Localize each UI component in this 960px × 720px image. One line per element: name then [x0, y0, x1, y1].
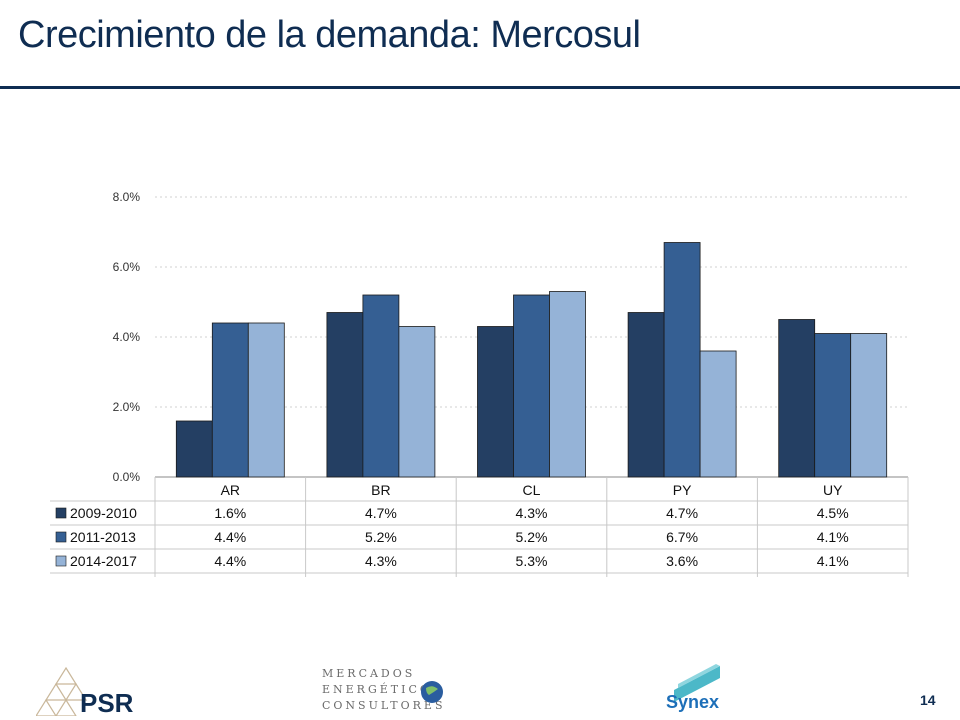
legend-label: 2009-2010 [70, 505, 137, 521]
data-label: 4.7% [365, 505, 397, 521]
bar-BR-2014-2017 [398, 326, 436, 478]
data-label: 6.7% [666, 529, 698, 545]
bar-UY-2011-2013 [814, 333, 852, 478]
data-label: 4.1% [817, 553, 849, 569]
slide-title: Crecimiento de la demanda: Mercosul [18, 14, 641, 56]
bar-AR-2014-2017 [247, 322, 285, 478]
synex-logo-text: Synex [666, 692, 720, 712]
category-label: PY [673, 482, 692, 498]
bar-PY-2009-2010 [627, 312, 665, 478]
data-label: 4.4% [214, 529, 246, 545]
synex-logo-icon [674, 664, 720, 702]
mercados-line-2: ENERGÉTICOS [322, 683, 443, 696]
mercados-line-3: CONSULTORES [322, 699, 446, 712]
data-label: 4.7% [666, 505, 698, 521]
psr-logo-icon [36, 666, 88, 716]
bar-CL-2009-2010 [477, 326, 514, 478]
data-label: 5.3% [516, 553, 548, 569]
legend-label: 2014-2017 [70, 553, 137, 569]
title-divider [0, 86, 960, 89]
legend-swatch [55, 555, 67, 567]
bar-CL-2011-2013 [513, 294, 550, 478]
data-label: 3.6% [666, 553, 698, 569]
globe-icon [421, 681, 443, 703]
bar-AR-2009-2010 [175, 420, 213, 478]
y-tick-label: 6.0% [113, 260, 141, 274]
data-label: 4.3% [516, 505, 548, 521]
y-tick-label: 8.0% [113, 190, 141, 204]
psr-logo-text: PSR [80, 688, 134, 718]
bar-BR-2011-2013 [362, 294, 400, 478]
bar-UY-2009-2010 [778, 319, 816, 478]
bar-chart: 8.0% 6.0% 4.0% 2.0% 0.0% AR BR CL PY UY 2009-2010 1… [50, 190, 909, 577]
bar-UY-2014-2017 [850, 333, 888, 478]
y-tick-label: 4.0% [113, 330, 141, 344]
legend-swatch [55, 531, 67, 543]
legend-swatch [55, 507, 67, 519]
y-tick-label: 2.0% [113, 400, 141, 414]
y-tick-label: 0.0% [113, 470, 141, 484]
data-label: 4.3% [365, 553, 397, 569]
data-label: 4.1% [817, 529, 849, 545]
data-label: 4.5% [817, 505, 849, 521]
data-label: 5.2% [365, 529, 397, 545]
bar-AR-2011-2013 [211, 322, 249, 478]
bar-BR-2009-2010 [326, 312, 364, 478]
bar-PY-2011-2013 [663, 242, 701, 478]
data-label: 5.2% [516, 529, 548, 545]
bar-PY-2014-2017 [699, 350, 737, 478]
mercados-line-1: MERCADOS [322, 667, 416, 680]
category-label: AR [221, 482, 240, 498]
legend-label: 2011-2013 [70, 529, 136, 545]
category-label: UY [823, 482, 843, 498]
category-label: BR [371, 482, 390, 498]
data-label: 4.4% [214, 553, 246, 569]
data-label: 1.6% [214, 505, 246, 521]
page-number: 14 [920, 692, 936, 708]
bar-CL-2014-2017 [549, 291, 586, 478]
mercados-energeticos-logo: MERCADOS ENERGÉTICOS CONSULTORES [322, 666, 445, 714]
category-label: CL [523, 482, 541, 498]
